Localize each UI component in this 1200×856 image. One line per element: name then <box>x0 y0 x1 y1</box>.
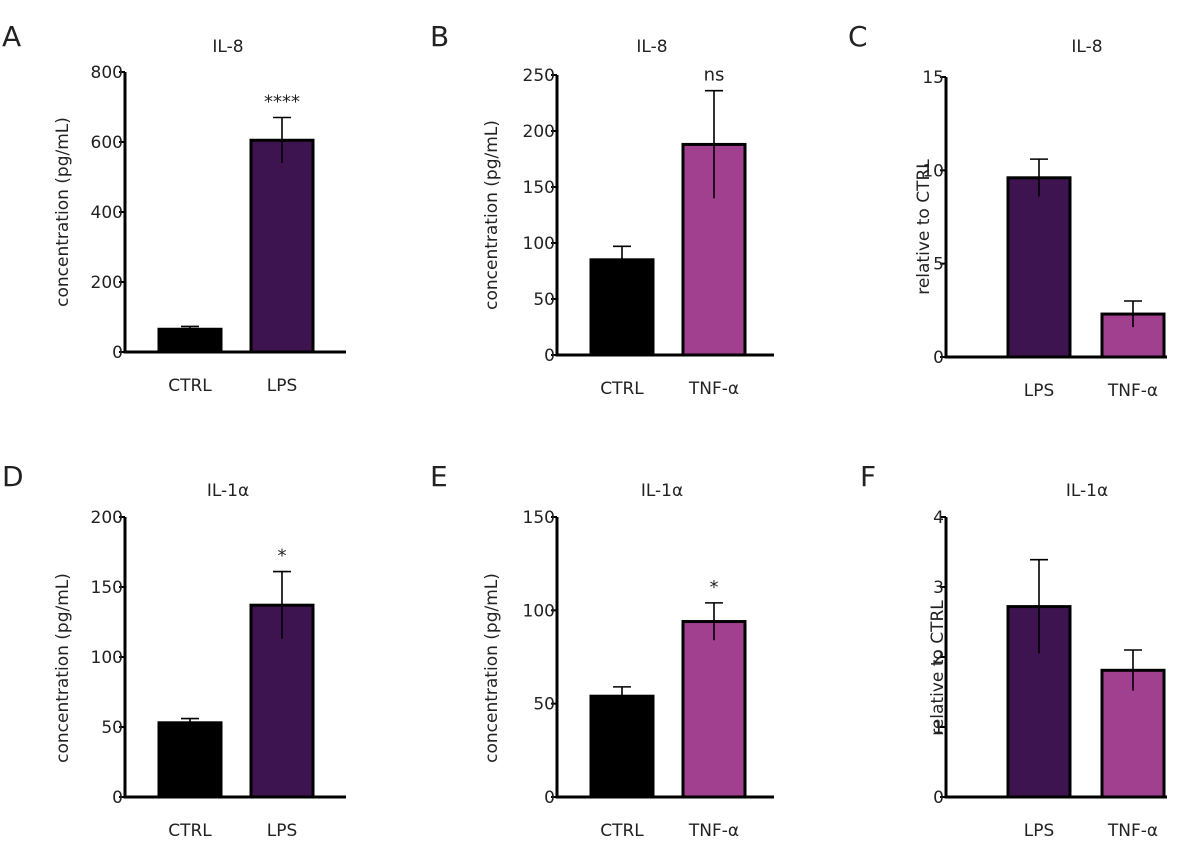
error-bar-1 <box>1030 158 1048 197</box>
y-tick-label: 1 <box>933 718 944 738</box>
y-tick-label: 200 <box>523 122 555 142</box>
y-tick-label: 100 <box>523 234 555 254</box>
panel-b: B IL-8 concentration (pg/mL) CTRL ns TNF-α 0 50… <box>430 20 774 399</box>
bar-1 <box>589 694 655 799</box>
y-tick-label: 0 <box>544 788 555 808</box>
y-tick-label: 100 <box>523 601 555 621</box>
bar-1 <box>589 258 655 357</box>
error-bar-1 <box>181 325 199 333</box>
y-tick-label: 5 <box>933 255 944 275</box>
panel-letter: F <box>860 460 876 493</box>
error-bar-1 <box>1030 558 1048 654</box>
category-label: CTRL <box>600 379 644 399</box>
y-tick-label: 50 <box>533 695 555 715</box>
panel-title: IL-1α <box>641 481 683 501</box>
panel-title: IL-8 <box>636 37 667 57</box>
y-tick-label: 0 <box>933 788 944 808</box>
y-tick-label: 0 <box>933 348 944 368</box>
bar-2 <box>681 620 747 799</box>
y-axis-label: concentration (pg/mL) <box>53 117 73 307</box>
category-label: CTRL <box>168 821 212 841</box>
category-label: LPS <box>1024 381 1055 401</box>
bar-2 <box>249 138 315 354</box>
y-tick-label: 4 <box>933 508 944 528</box>
y-axis-label: concentration (pg/mL) <box>482 120 502 310</box>
panel-letter: D <box>2 460 24 493</box>
y-tick-label: 0 <box>544 346 555 366</box>
y-tick-label: 200 <box>91 508 123 528</box>
y-tick-label: 2 <box>933 648 944 668</box>
panel-title: IL-1α <box>207 481 249 501</box>
error-bar-1 <box>613 245 631 274</box>
significance-label: * <box>278 546 287 567</box>
panel-letter: A <box>2 20 21 53</box>
panel-c: C IL-8 relative to CTRL LPS TNF-α 0 5 10 15 <box>848 20 1167 401</box>
category-label: CTRL <box>168 376 212 396</box>
error-bar-2 <box>273 570 291 639</box>
y-axis-label: concentration (pg/mL) <box>53 573 73 763</box>
panel-letter: C <box>848 20 868 53</box>
panel-f: F IL-1α relative to CTRL LPS TNF-α 0 1 2 3 4 <box>860 460 1167 841</box>
y-tick-label: 800 <box>91 63 123 83</box>
y-tick-label: 400 <box>91 203 123 223</box>
category-label: TNF-α <box>688 379 739 399</box>
bar-1 <box>1006 176 1072 359</box>
y-tick-label: 150 <box>523 508 555 528</box>
y-tick-label: 0 <box>112 343 123 363</box>
y-tick-label: 150 <box>91 578 123 598</box>
error-bar-2 <box>1124 649 1142 691</box>
panel-title: IL-8 <box>1071 37 1102 57</box>
y-axis-label: relative to CTRL <box>914 159 934 295</box>
category-label: LPS <box>267 376 298 396</box>
y-axis-label: relative to CTRL <box>928 600 948 736</box>
y-tick-label: 0 <box>112 788 123 808</box>
y-tick-label: 15 <box>922 68 944 88</box>
category-label: TNF-α <box>1107 381 1158 401</box>
error-bar-2 <box>705 602 723 641</box>
panel-title: IL-8 <box>212 37 243 57</box>
y-tick-label: 200 <box>91 273 123 293</box>
category-label: TNF-α <box>1107 821 1158 841</box>
error-bar-2 <box>273 116 291 163</box>
y-tick-label: 50 <box>533 290 555 310</box>
y-tick-label: 150 <box>523 178 555 198</box>
bar-2 <box>1100 668 1166 799</box>
panel-a: A IL-8 concentration (pg/mL) CTRL **** LPS 0 20… <box>2 20 346 396</box>
category-label: TNF-α <box>688 821 739 841</box>
y-tick-label: 50 <box>101 718 123 738</box>
error-bar-2 <box>705 89 723 199</box>
panel-letter: B <box>430 20 449 53</box>
error-bar-1 <box>181 717 199 727</box>
category-label: LPS <box>267 821 298 841</box>
y-tick-label: 100 <box>91 648 123 668</box>
y-axis-label: concentration (pg/mL) <box>482 573 502 763</box>
y-tick-label: 10 <box>922 161 944 181</box>
y-tick-label: 600 <box>91 133 123 153</box>
significance-label: ns <box>704 65 725 86</box>
y-tick-label: 3 <box>933 578 944 598</box>
panel-letter: E <box>430 460 448 493</box>
category-label: LPS <box>1024 821 1055 841</box>
error-bar-2 <box>1124 300 1142 328</box>
significance-label: * <box>710 577 719 598</box>
panel-title: IL-1α <box>1066 481 1108 501</box>
significance-label: **** <box>264 92 300 113</box>
y-tick-label: 250 <box>523 66 555 86</box>
panel-d: D IL-1α concentration (pg/mL) CTRL * LPS 0 50 10… <box>2 460 346 841</box>
bar-1 <box>157 721 223 799</box>
panel-e: E IL-1α concentration (pg/mL) CTRL * TNF-α 0 50… <box>430 460 774 841</box>
bar-1 <box>157 327 223 354</box>
category-label: CTRL <box>600 821 644 841</box>
error-bar-1 <box>613 686 631 706</box>
